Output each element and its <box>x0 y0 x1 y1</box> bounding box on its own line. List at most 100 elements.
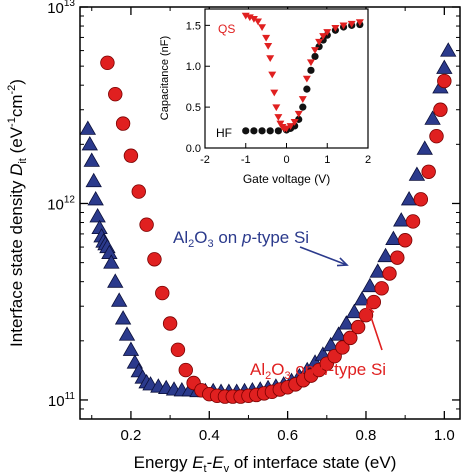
hf-point <box>266 127 274 135</box>
n-type-point <box>421 164 436 179</box>
qs-point <box>274 114 283 121</box>
n-type-point <box>178 362 193 378</box>
n-type-point <box>390 250 405 265</box>
p-type-point <box>385 230 402 245</box>
inset-x-tick-label: 1 <box>324 154 330 166</box>
n-type-point <box>433 102 448 117</box>
p-type-point <box>103 254 120 269</box>
hf-point <box>250 127 258 135</box>
p-type-point <box>424 110 441 125</box>
y-axis-label-text: (eV <box>7 126 26 158</box>
qs-point <box>258 24 267 31</box>
qs-point <box>282 125 291 133</box>
n-type-point <box>155 285 170 301</box>
p-type-point <box>81 136 98 151</box>
x-tick-label: 1.0 <box>434 427 455 444</box>
y-tick-base: 10 <box>48 393 65 410</box>
hf-point <box>303 85 311 93</box>
qs-point <box>268 71 277 79</box>
inset-series-layer <box>241 12 364 135</box>
p-type-arrow-head <box>336 257 349 267</box>
qs-point <box>315 38 324 46</box>
x-axis-label-subscript: v <box>224 463 230 475</box>
hf-point <box>311 52 319 61</box>
p-type-arrow <box>299 246 348 266</box>
n-type-point <box>350 319 366 335</box>
main-series-layer <box>79 42 457 404</box>
inset-y-tick-label: 0.0 <box>186 143 201 155</box>
hf-point <box>274 127 282 135</box>
x-axis-label-text: of interface state (eV) <box>229 453 396 472</box>
y-tick-label: 1013 <box>47 0 75 17</box>
p-type-annotation-subscript: 2 <box>188 238 194 250</box>
inset-x-axis-label: Gate voltage (V) <box>243 172 330 186</box>
p-type-point <box>408 166 426 181</box>
qs-point <box>249 16 258 23</box>
n-type-annotation-italic: n <box>319 360 328 379</box>
n-type-point <box>115 116 131 131</box>
y-tick-label: 1011 <box>48 391 76 410</box>
y-tick-base: 10 <box>47 0 64 17</box>
p-type-point <box>110 292 128 307</box>
qs-point <box>298 96 307 103</box>
inset-axes-layer: -2 -1 0 1 2 0.0 0.5 1.0 1.5 Gate voltage (V) Capac… <box>159 20 371 186</box>
qs-point <box>294 110 303 118</box>
n-type-annotation: Al2O3 on n-type Si <box>250 360 386 382</box>
p-type-point <box>369 263 386 278</box>
qs-point <box>347 20 356 28</box>
p-type-annotation-text: -type Si <box>251 228 309 247</box>
p-type-point <box>346 303 363 319</box>
y-axis-label-symbol: D <box>7 164 26 176</box>
qs-point <box>272 104 281 112</box>
hf-point <box>307 66 315 74</box>
inset-legend-qs: QS <box>218 22 235 36</box>
n-type-point <box>437 73 452 89</box>
inset-y-tick-label: 1.5 <box>186 20 201 32</box>
p-type-annotation-text: O <box>194 228 207 247</box>
qs-point <box>355 19 364 27</box>
n-type-point <box>429 129 444 144</box>
qs-point <box>323 29 332 36</box>
y-axis-label: Interface state density Dit (eV-1cm-2) <box>6 79 29 347</box>
n-type-point <box>405 214 421 229</box>
hf-point <box>299 103 307 111</box>
x-axis-label: Energy Et-Ev of interface state (eV) <box>134 453 397 475</box>
x-tick-label: 0.4 <box>199 427 220 444</box>
x-tick-label: 0.8 <box>356 427 377 444</box>
p-type-point <box>338 315 355 330</box>
n-type-point <box>397 233 413 248</box>
inset-y-axis-label: Capacitance (nF) <box>159 36 171 120</box>
n-type-point <box>343 330 358 346</box>
n-type-annotation-text: -type Si <box>328 360 386 379</box>
x-axis-label-symbol: E <box>212 453 224 472</box>
inset-plot-background <box>205 9 368 148</box>
hf-point <box>319 36 327 44</box>
n-type-point <box>382 266 397 281</box>
n-type-point <box>108 86 123 102</box>
y-tick-base: 10 <box>47 196 64 213</box>
hf-point <box>242 127 250 135</box>
n-type-point <box>413 192 429 207</box>
p-type-point <box>440 42 457 57</box>
y-tick-exponent: 13 <box>64 0 76 9</box>
n-type-point <box>139 217 154 232</box>
p-type-point <box>87 191 104 206</box>
p-type-point <box>353 291 371 306</box>
qs-point <box>264 42 273 50</box>
n-type-arrow-head <box>365 303 375 316</box>
inset-y-tick-label: 1.0 <box>186 61 201 73</box>
inset-legend-hf: HF <box>216 126 232 140</box>
x-axis-label-subscript: t <box>204 463 207 475</box>
p-type-point <box>330 326 347 341</box>
inset-x-tick-label: 2 <box>365 154 371 166</box>
n-type-point <box>147 252 162 267</box>
qs-point <box>339 22 348 30</box>
x-tick-label: 0.2 <box>120 427 141 444</box>
qs-point <box>266 55 275 63</box>
qs-point <box>253 18 262 26</box>
x-axis-label-text: Energy <box>134 453 193 472</box>
p-type-point <box>107 273 124 288</box>
